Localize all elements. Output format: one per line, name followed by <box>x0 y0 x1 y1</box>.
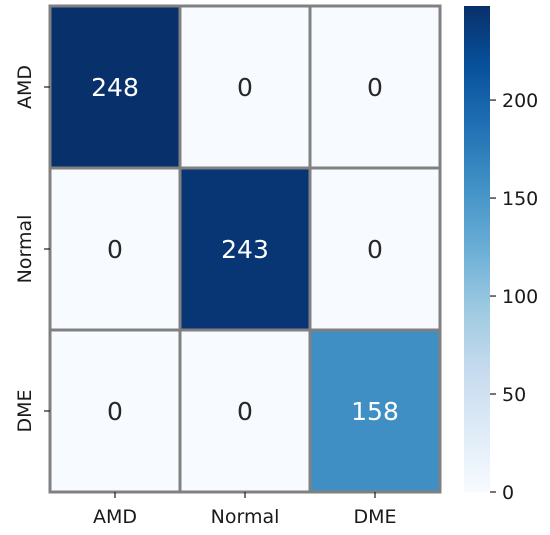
x-tick-label: DME <box>353 506 396 528</box>
colorbar: 0 50 100 150 200 <box>464 6 538 504</box>
heatmap-cell <box>178 328 312 494</box>
heatmap-cell-label: 0 <box>237 397 253 426</box>
heatmap-cell-label: 0 <box>107 397 123 426</box>
heatmap-cells <box>48 4 442 494</box>
heatmap-cell <box>308 4 442 170</box>
heatmap-cell-label: 0 <box>367 73 383 102</box>
x-axis: AMD Normal DME <box>93 492 397 528</box>
heatmap-cell-label: 0 <box>367 235 383 264</box>
colorbar-tick-label: 100 <box>502 286 538 308</box>
heatmap-cell-label: 0 <box>107 235 123 264</box>
heatmap-cell-label: 248 <box>91 73 139 102</box>
colorbar-tick-label: 200 <box>502 90 538 112</box>
heatmap-cell <box>308 166 442 332</box>
heatmap-cell-label: 158 <box>351 397 399 426</box>
y-axis: AMD Normal DME <box>14 65 50 433</box>
heatmap-cell <box>178 4 312 170</box>
colorbar-tick-label: 50 <box>502 384 526 406</box>
heatmap-cell-label: 0 <box>237 73 253 102</box>
colorbar-gradient <box>464 6 490 492</box>
y-tick-label: DME <box>14 389 36 432</box>
y-tick-label: AMD <box>14 65 36 109</box>
heatmap-cell-label: 243 <box>221 235 269 264</box>
colorbar-tick-label: 150 <box>502 188 538 210</box>
heatmap-cell <box>48 4 182 170</box>
heatmap-cell-labels: 248 0 0 0 243 0 0 0 158 <box>91 73 399 426</box>
x-tick-label: Normal <box>211 506 280 528</box>
y-tick-label: Normal <box>14 215 36 284</box>
x-tick-label: AMD <box>93 506 137 528</box>
colorbar-tick-label: 0 <box>502 482 514 504</box>
